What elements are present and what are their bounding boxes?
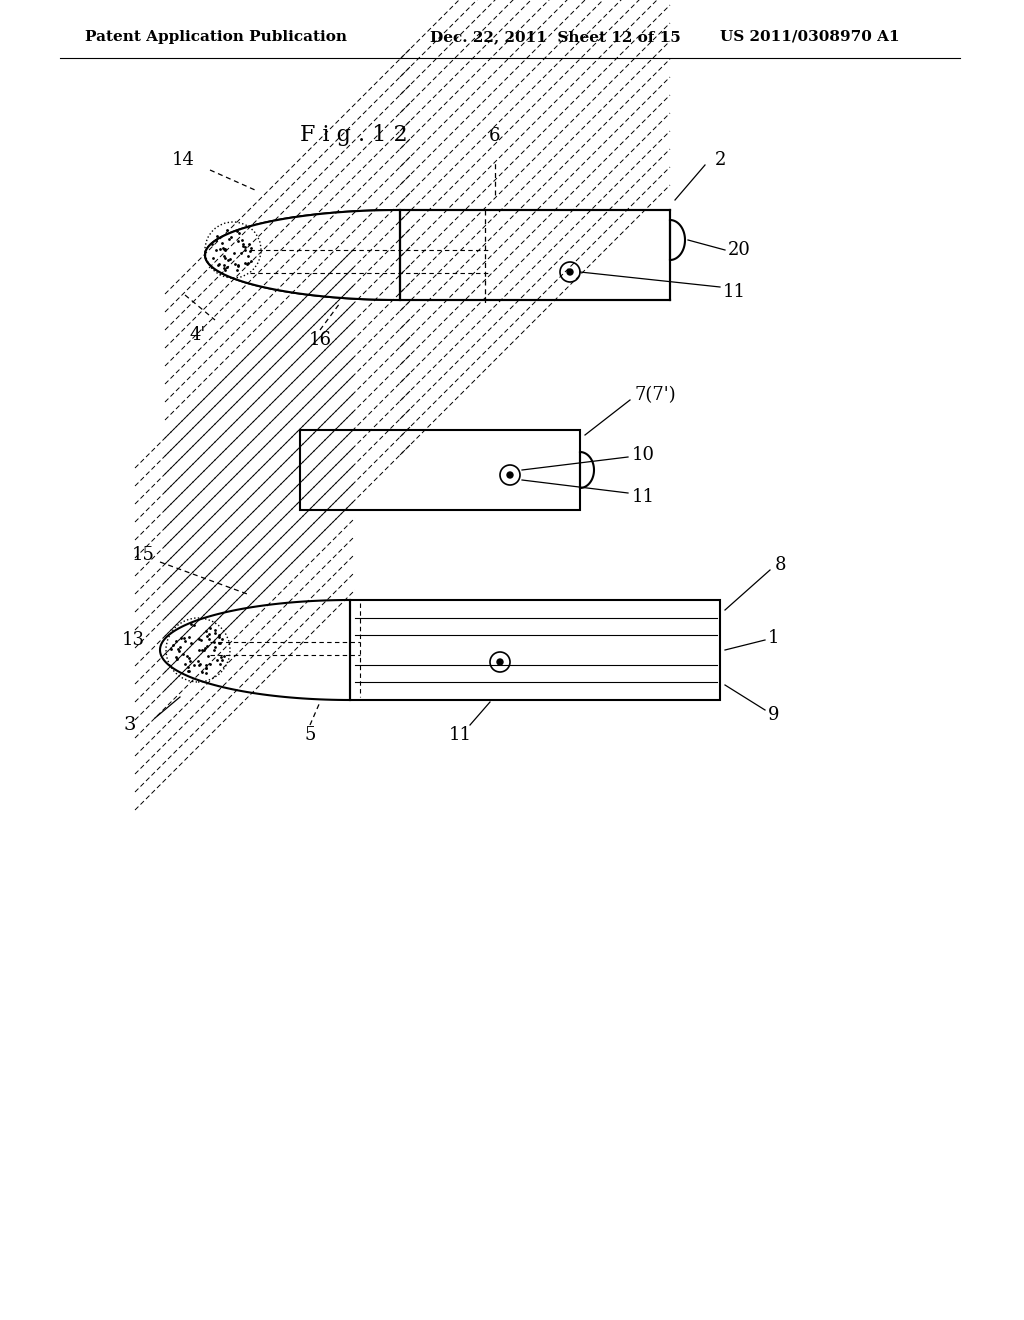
Polygon shape (205, 210, 400, 300)
Text: Patent Application Publication: Patent Application Publication (85, 30, 347, 44)
Bar (350, 601, 720, 700)
Text: 2: 2 (715, 150, 726, 169)
Text: 20: 20 (728, 242, 751, 259)
Text: 16: 16 (308, 331, 332, 348)
Text: 4': 4' (190, 326, 206, 345)
Text: 5: 5 (304, 726, 315, 744)
Text: 1: 1 (768, 630, 779, 647)
Bar (300, 430, 580, 510)
Circle shape (567, 269, 573, 275)
Circle shape (507, 473, 513, 478)
Text: 13: 13 (122, 631, 145, 649)
Text: 3: 3 (124, 715, 136, 734)
Circle shape (497, 659, 503, 665)
Text: Dec. 22, 2011  Sheet 12 of 15: Dec. 22, 2011 Sheet 12 of 15 (430, 30, 681, 44)
Text: 11: 11 (632, 488, 655, 506)
Text: 11: 11 (449, 726, 471, 744)
Text: 7(7'): 7(7') (635, 385, 677, 404)
Text: 9: 9 (768, 706, 779, 723)
Text: 8: 8 (775, 556, 786, 574)
Text: 11: 11 (723, 282, 746, 301)
Text: 15: 15 (132, 546, 155, 564)
Text: 6: 6 (489, 127, 501, 145)
Text: US 2011/0308970 A1: US 2011/0308970 A1 (720, 30, 900, 44)
Text: 10: 10 (632, 446, 655, 465)
Text: 14: 14 (172, 150, 195, 169)
Text: F i g . 1 2: F i g . 1 2 (300, 124, 408, 147)
